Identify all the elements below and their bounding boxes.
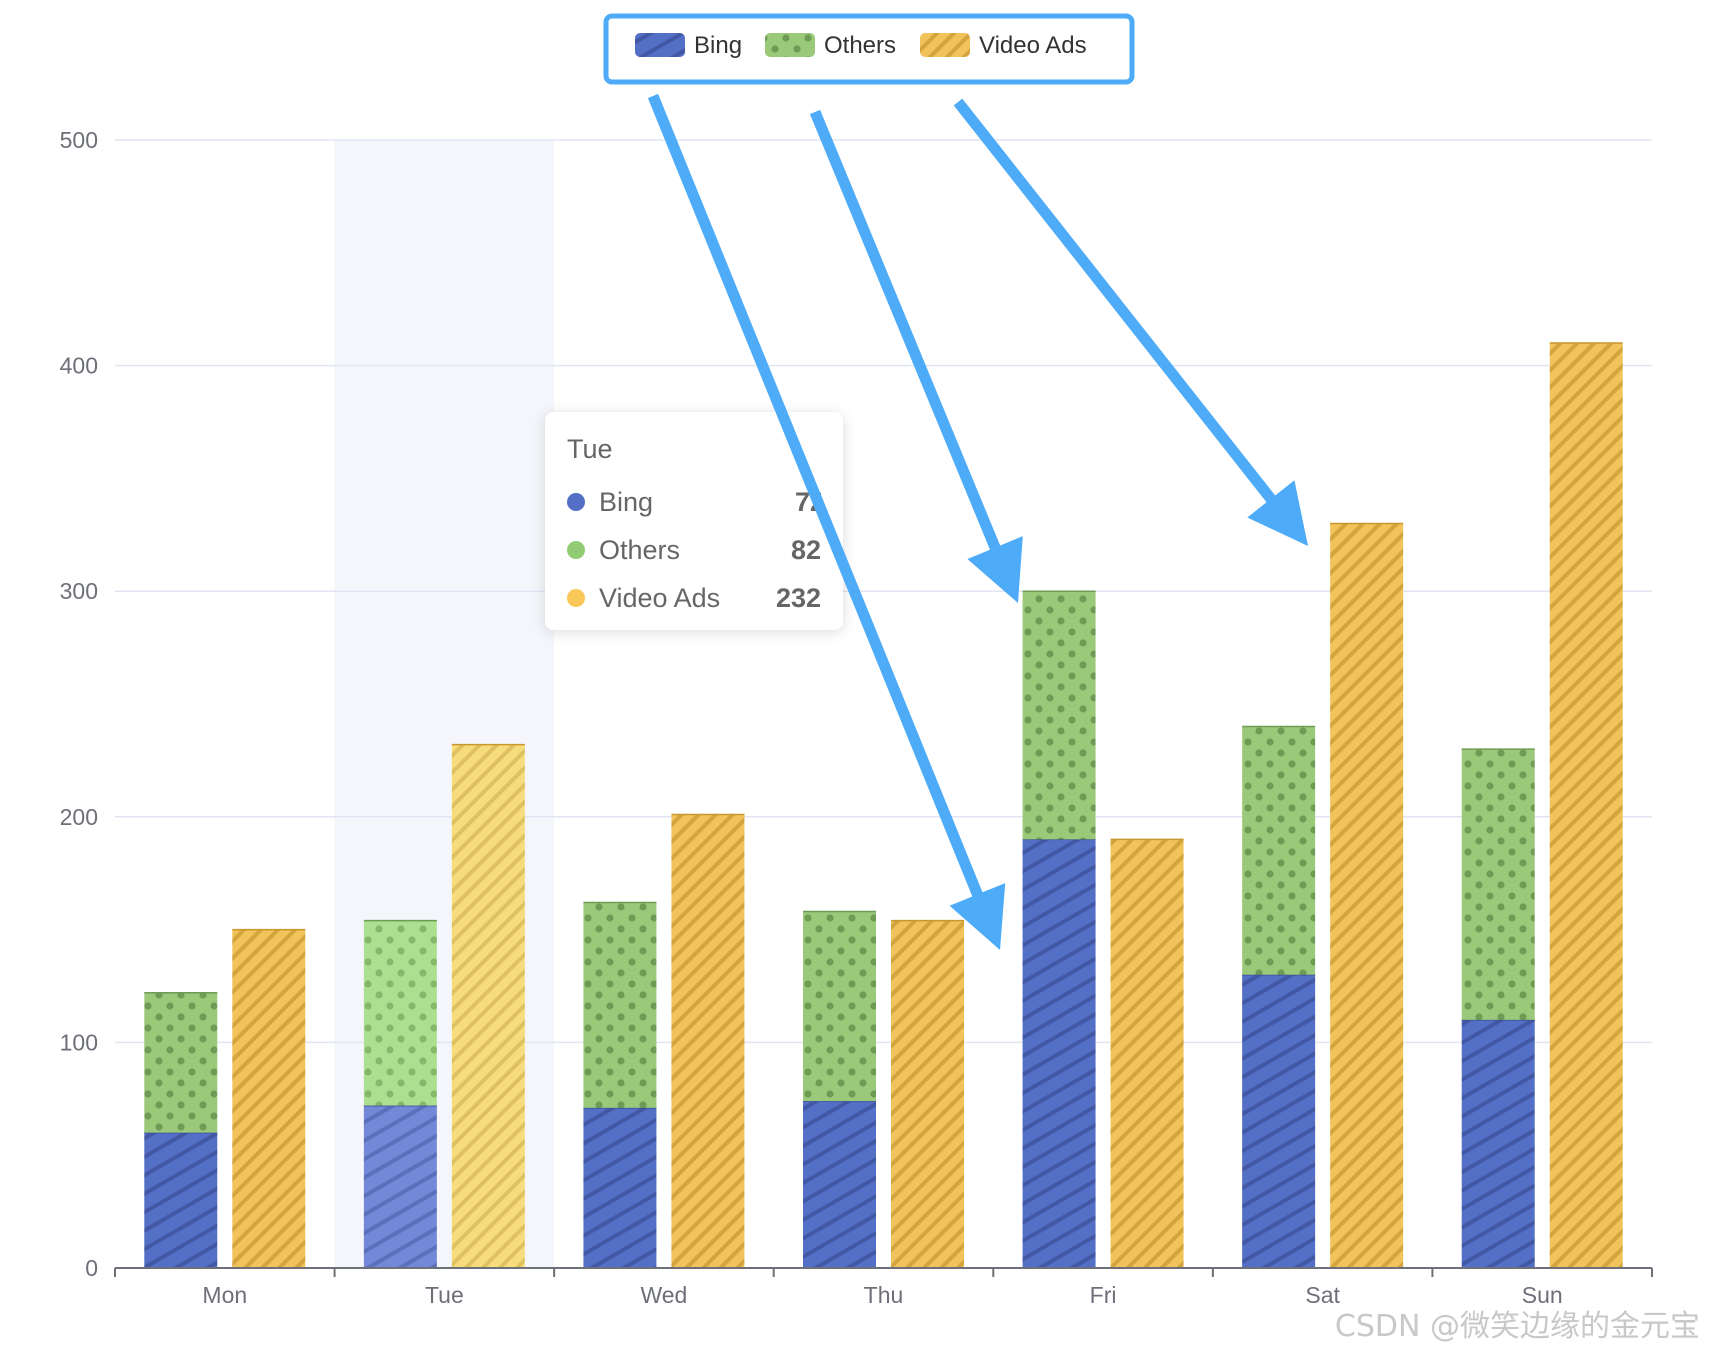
x-tick-label: Sat xyxy=(1305,1282,1340,1308)
watermark-text: CSDN @微笑边缘的金元宝 xyxy=(1335,1309,1700,1344)
legend-item-bing[interactable]: Bing xyxy=(635,32,742,59)
x-tick-label: Tue xyxy=(425,1282,464,1308)
tooltip-series-name: Bing xyxy=(599,486,654,517)
legend-item-others[interactable]: Others xyxy=(765,32,896,59)
bar-bing-sat[interactable] xyxy=(1242,974,1316,1268)
bar-video-ads-sun[interactable] xyxy=(1549,343,1623,1268)
bar-others-fri[interactable] xyxy=(1022,591,1096,840)
series-dot-icon xyxy=(567,541,585,559)
legend-item-video-ads[interactable]: Video Ads xyxy=(920,32,1087,59)
y-axis: 0 100 200 300 400 500 xyxy=(60,127,98,1281)
x-axis: Mon Tue Wed Thu Fri Sat Sun xyxy=(114,1267,1653,1308)
legend-label: Others xyxy=(824,32,896,59)
bar-bing-thu[interactable] xyxy=(803,1101,876,1268)
bar-video-ads-mon[interactable] xyxy=(232,929,306,1268)
x-tick-label: Mon xyxy=(202,1282,247,1308)
tooltip-row-video-ads: Video Ads 232 xyxy=(567,574,821,622)
bar-others-wed[interactable] xyxy=(583,902,657,1108)
x-tick-label: Sun xyxy=(1522,1282,1563,1308)
x-tick-label: Fri xyxy=(1090,1282,1117,1308)
y-tick-label: 300 xyxy=(60,578,98,604)
legend-swatch-icon xyxy=(765,33,815,57)
tooltip-series-name: Others xyxy=(599,534,681,565)
bar-video-ads-wed[interactable] xyxy=(671,814,745,1268)
tooltip-row-others: Others 82 xyxy=(567,526,821,574)
tooltip-series-value: 82 xyxy=(790,534,821,565)
bar-bing-mon[interactable] xyxy=(144,1132,218,1268)
bar-bing-fri[interactable] xyxy=(1022,839,1096,1268)
y-tick-label: 200 xyxy=(60,804,98,830)
tooltip-title: Tue xyxy=(567,434,613,464)
series-dot-icon xyxy=(567,493,585,511)
bars[interactable] xyxy=(144,342,1623,1268)
bar-bing-tue[interactable] xyxy=(363,1105,437,1268)
y-tick-label: 500 xyxy=(60,127,98,153)
bar-video-ads-tue[interactable] xyxy=(451,744,525,1268)
y-tick-label: 100 xyxy=(60,1029,98,1055)
legend[interactable]: Bing Others Video Ads xyxy=(635,32,1087,59)
bar-others-sun[interactable] xyxy=(1461,749,1535,1020)
bar-bing-wed[interactable] xyxy=(583,1107,657,1268)
y-tick-label: 400 xyxy=(60,353,98,379)
legend-swatch-icon xyxy=(635,33,685,57)
legend-label: Video Ads xyxy=(979,32,1087,59)
tooltip-series-value: 232 xyxy=(775,582,821,613)
bar-video-ads-sat[interactable] xyxy=(1330,523,1404,1268)
bar-others-thu[interactable] xyxy=(803,911,876,1102)
bar-bing-sun[interactable] xyxy=(1461,1019,1535,1268)
x-tick-label: Wed xyxy=(640,1282,687,1308)
tooltip-series-name: Video Ads xyxy=(599,582,721,613)
bar-video-ads-fri[interactable] xyxy=(1110,839,1184,1268)
bar-others-sat[interactable] xyxy=(1242,726,1316,975)
tooltip-row-bing: Bing 72 xyxy=(567,478,821,526)
bar-video-ads-thu[interactable] xyxy=(891,920,964,1268)
tooltip-series-value: 72 xyxy=(795,486,821,517)
legend-label: Bing xyxy=(694,32,742,59)
bar-others-tue[interactable] xyxy=(363,920,437,1106)
x-tick-label: Thu xyxy=(864,1282,904,1308)
y-tick-label: 0 xyxy=(85,1255,98,1281)
legend-swatch-icon xyxy=(920,33,970,57)
series-dot-icon xyxy=(567,589,585,607)
tooltip: Tue Bing 72 Others 82 Video Ads 232 xyxy=(545,412,843,630)
bar-others-mon[interactable] xyxy=(144,992,218,1133)
